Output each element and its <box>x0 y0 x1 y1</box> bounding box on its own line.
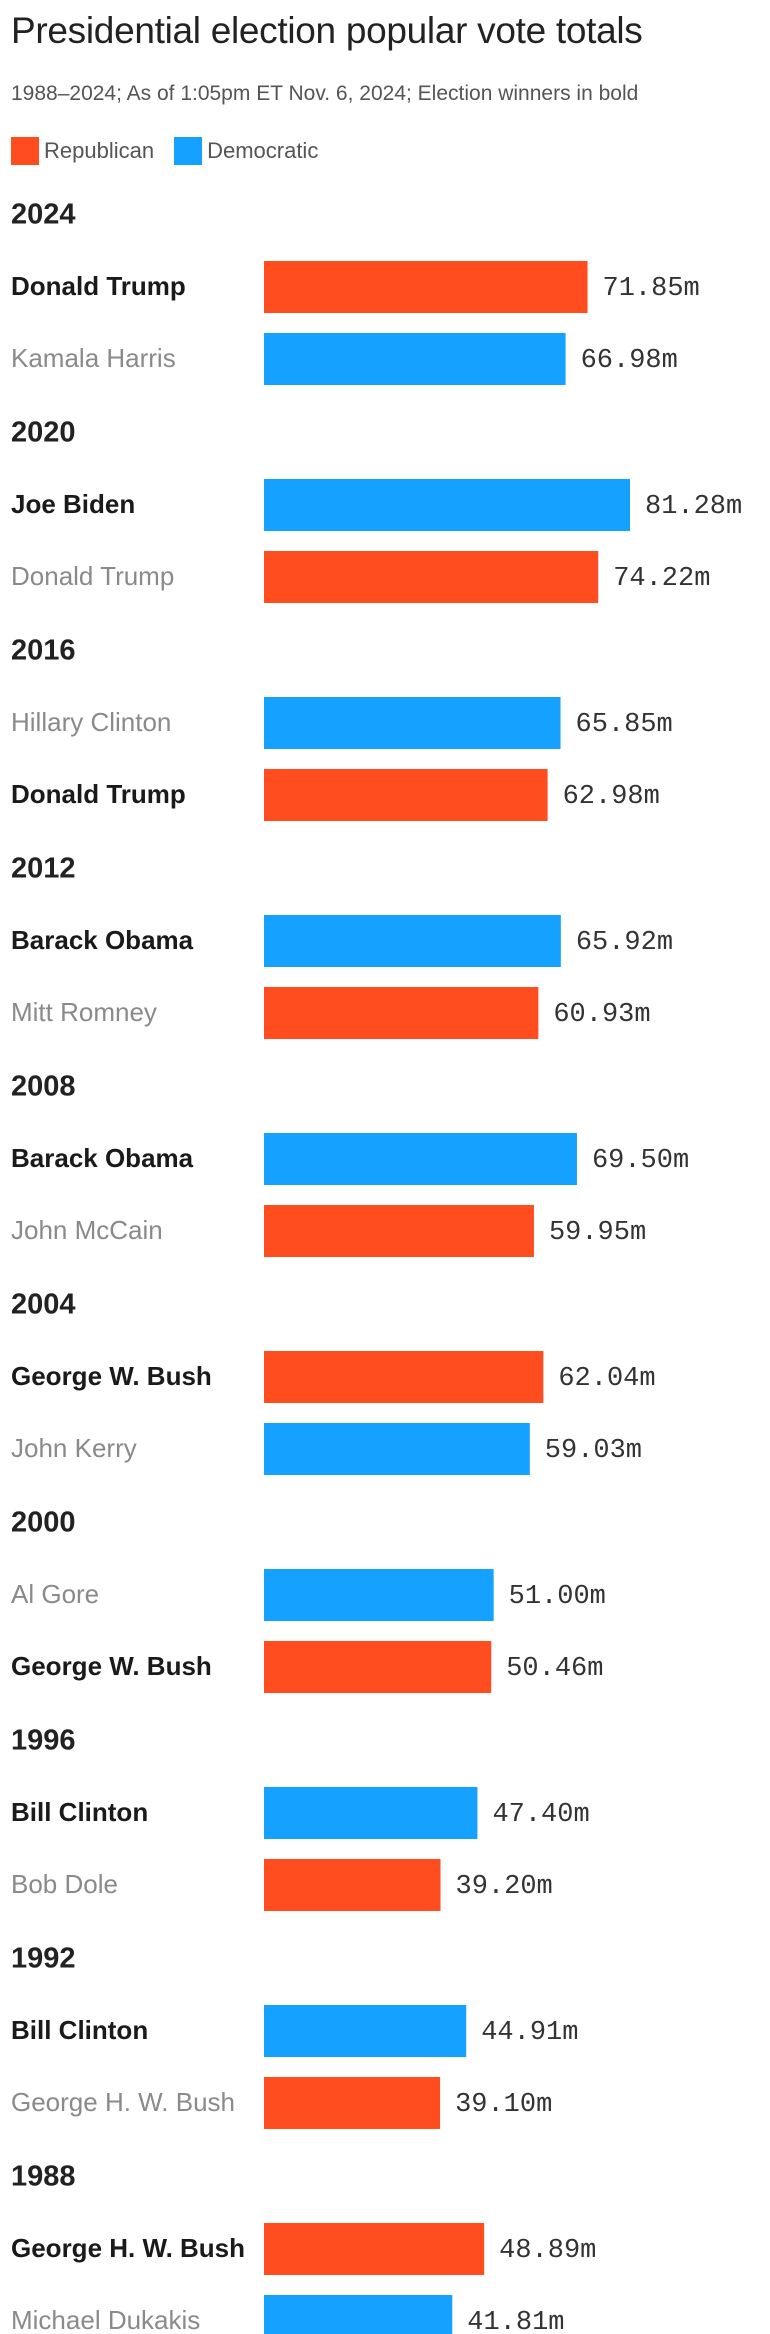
bar-1988-michael-dukakis <box>264 2295 453 2334</box>
candidate-label: George W. Bush <box>11 1361 212 1391</box>
legend-label-republican: Republican <box>44 138 155 163</box>
candidate-label: Barack Obama <box>11 925 194 955</box>
chart-title: Presidential election popular vote total… <box>11 10 643 51</box>
year-group-2008: 2008 Barack Obama 69.50m John McCain 59.95m <box>11 1071 689 1257</box>
candidate-label: John McCain <box>11 1215 163 1245</box>
value-label: 60.93m <box>553 1000 650 1030</box>
candidate-label: Donald Trump <box>11 271 186 301</box>
value-label: 51.00m <box>509 1582 606 1612</box>
value-label: 41.81m <box>467 2308 564 2334</box>
candidate-label: Michael Dukakis <box>11 2305 200 2334</box>
bar-2020-donald-trump <box>264 551 599 603</box>
candidate-label: Hillary Clinton <box>11 707 171 737</box>
bar-2016-donald-trump <box>264 769 548 821</box>
candidate-label: George H. W. Bush <box>11 2233 245 2263</box>
value-label: 65.92m <box>576 928 673 958</box>
bar-2008-barack-obama <box>264 1133 577 1185</box>
bar-1996-bob-dole <box>264 1859 441 1911</box>
bar-1996-bill-clinton <box>264 1787 478 1839</box>
bar-2012-mitt-romney <box>264 987 539 1039</box>
chart-subtitle: 1988–2024; As of 1:05pm ET Nov. 6, 2024;… <box>11 82 639 105</box>
value-label: 69.50m <box>592 1146 689 1176</box>
year-label: 2012 <box>11 853 76 885</box>
value-label: 71.85m <box>603 274 700 304</box>
value-label: 59.95m <box>549 1218 646 1248</box>
year-group-1988: 1988 George H. W. Bush 48.89m Michael Dukak… <box>11 2161 596 2334</box>
year-label: 1988 <box>11 2161 76 2193</box>
value-label: 81.28m <box>645 492 742 522</box>
year-group-2020: 2020 Joe Biden 81.28m Donald Trump 74.22m <box>11 417 742 603</box>
candidate-label: Kamala Harris <box>11 343 176 373</box>
bar-2004-george-w-bush <box>264 1351 544 1403</box>
value-label: 48.89m <box>499 2236 596 2266</box>
value-label: 66.98m <box>581 346 678 376</box>
bar-2004-john-kerry <box>264 1423 530 1475</box>
bar-2000-george-w-bush <box>264 1641 492 1693</box>
bar-2008-john-mccain <box>264 1205 534 1257</box>
year-group-1992: 1992 Bill Clinton 44.91m George H. W. Bush 3… <box>11 1943 578 2129</box>
candidate-label: Joe Biden <box>11 489 135 519</box>
value-label: 62.98m <box>563 782 660 812</box>
value-label: 39.10m <box>455 2090 552 2120</box>
legend: Republican Democratic <box>11 137 338 165</box>
candidate-label: George H. W. Bush <box>11 2087 235 2117</box>
year-group-2000: 2000 Al Gore 51.00m George W. Bush 50.46m <box>11 1507 606 1693</box>
value-label: 62.04m <box>558 1364 655 1394</box>
bar-1992-george-h-w-bush <box>264 2077 441 2129</box>
bar-2024-donald-trump <box>264 261 588 313</box>
candidate-label: Bill Clinton <box>11 2015 148 2045</box>
year-label: 2016 <box>11 635 76 667</box>
candidate-label: Bob Dole <box>11 1869 118 1899</box>
bar-2020-joe-biden <box>264 479 630 531</box>
year-label: 1992 <box>11 1943 76 1975</box>
bar-1988-george-h-w-bush <box>264 2223 485 2275</box>
value-label: 65.85m <box>576 710 673 740</box>
year-label: 2020 <box>11 417 76 449</box>
value-label: 39.20m <box>456 1872 553 1902</box>
bar-2000-al-gore <box>264 1569 494 1621</box>
legend-swatch-democratic <box>174 137 203 165</box>
candidate-label: Mitt Romney <box>11 997 157 1027</box>
year-group-2004: 2004 George W. Bush 62.04m John Kerry 59.03m <box>11 1289 656 1475</box>
legend-swatch-republican <box>11 137 39 165</box>
year-label: 1996 <box>11 1725 76 1757</box>
year-label: 2000 <box>11 1507 76 1539</box>
year-group-2016: 2016 Hillary Clinton 65.85m Donald Trump 62.… <box>11 635 673 821</box>
candidate-label: Barack Obama <box>11 1143 194 1173</box>
value-label: 44.91m <box>481 2018 578 2048</box>
year-label: 2004 <box>11 1289 76 1321</box>
value-label: 59.03m <box>545 1436 642 1466</box>
legend-label-democratic: Democratic <box>207 138 319 163</box>
year-group-2012: 2012 Barack Obama 65.92m Mitt Romney 60.93m <box>11 853 673 1039</box>
candidate-label: Donald Trump <box>11 779 186 809</box>
candidate-label: John Kerry <box>11 1433 137 1463</box>
bar-1992-bill-clinton <box>264 2005 467 2057</box>
value-label: 50.46m <box>506 1654 603 1684</box>
bar-2016-hillary-clinton <box>264 697 561 749</box>
value-label: 74.22m <box>613 564 710 594</box>
candidate-label: Donald Trump <box>11 561 174 591</box>
year-group-2024: 2024 Donald Trump 71.85m Kamala Harris 66.98… <box>11 199 700 385</box>
value-label: 47.40m <box>492 1800 589 1830</box>
bar-2012-barack-obama <box>264 915 561 967</box>
bar-2024-kamala-harris <box>264 333 566 385</box>
year-label: 2008 <box>11 1071 76 1103</box>
legend-item-republican: Republican <box>11 137 154 165</box>
year-label: 2024 <box>11 199 76 231</box>
candidate-label: Bill Clinton <box>11 1797 148 1827</box>
year-group-1996: 1996 Bill Clinton 47.40m Bob Dole 39.20m <box>11 1725 590 1911</box>
legend-item-democratic: Democratic <box>174 137 318 165</box>
candidate-label: George W. Bush <box>11 1651 212 1681</box>
candidate-label: Al Gore <box>11 1579 99 1609</box>
